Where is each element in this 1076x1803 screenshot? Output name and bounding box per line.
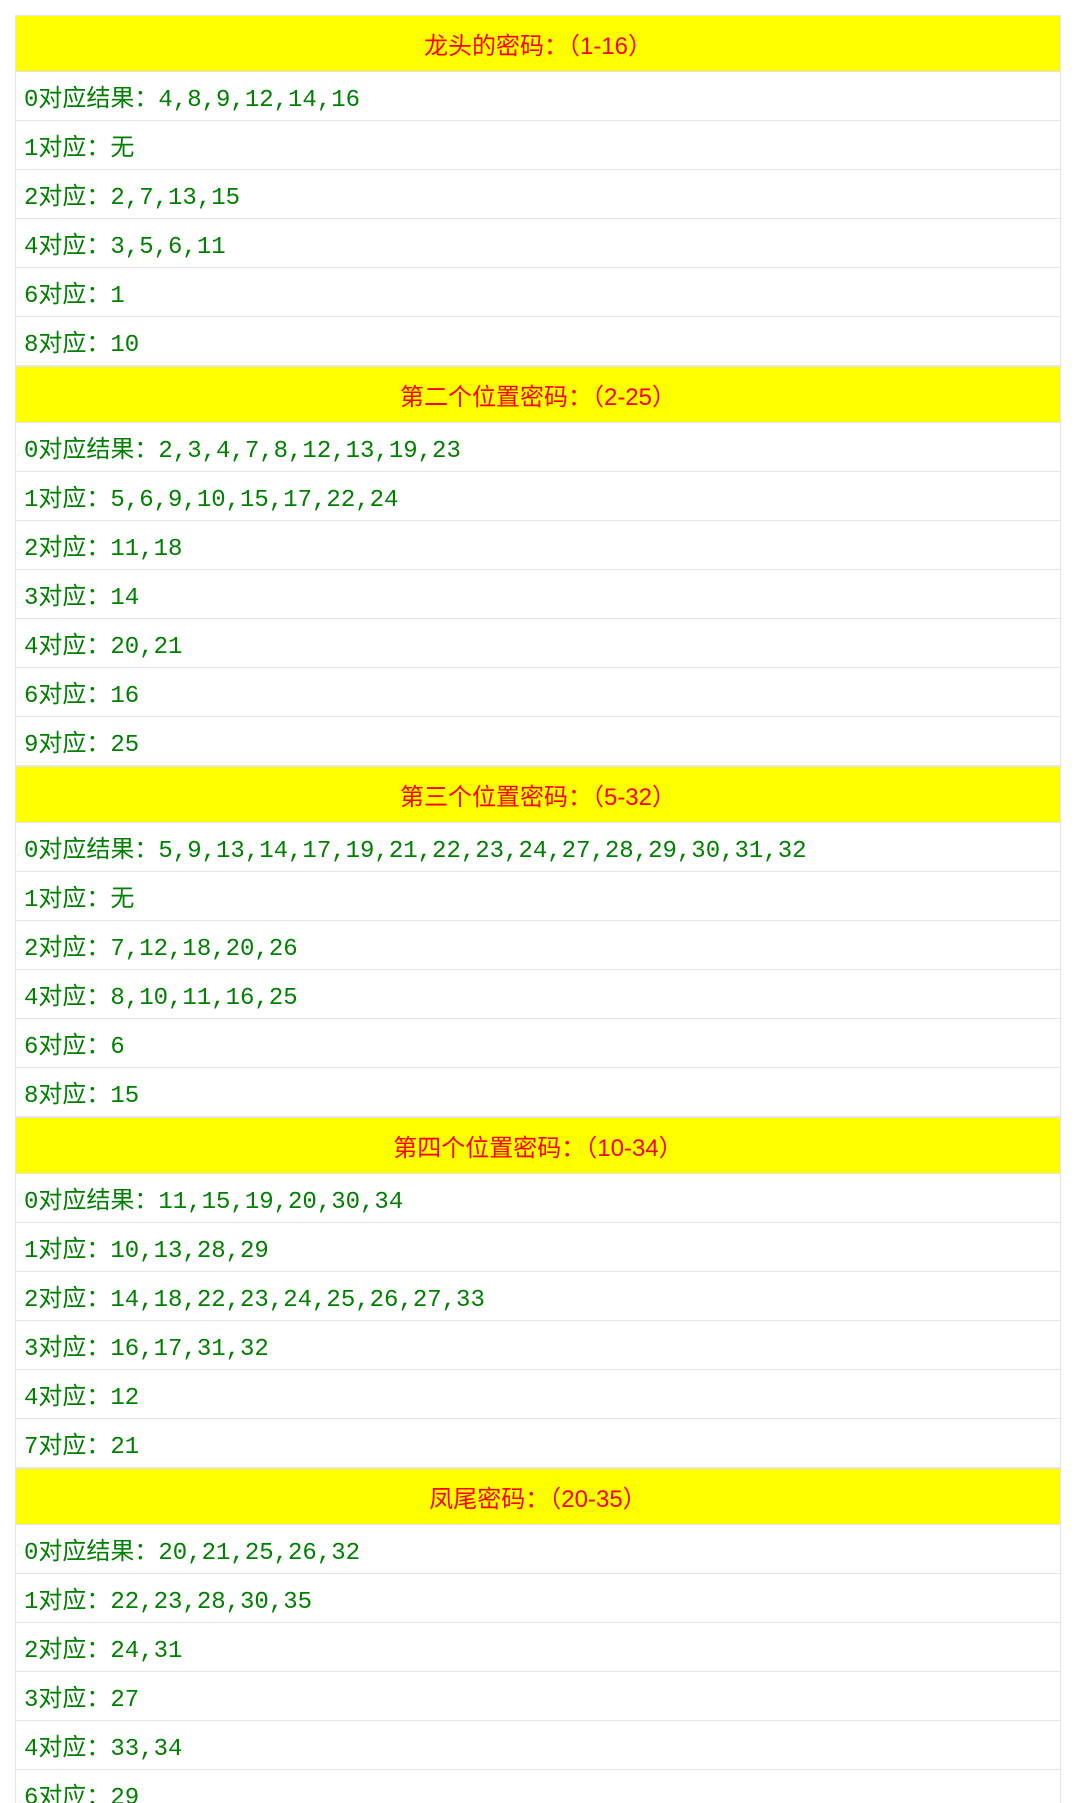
- data-row: 6对应：29: [15, 1770, 1061, 1803]
- data-row: 4对应：3,5,6,11: [15, 219, 1061, 268]
- data-row: 4对应：8,10,11,16,25: [15, 970, 1061, 1019]
- section-1: 第二个位置密码：（2-25）0对应结果：2,3,4,7,8,12,13,19,2…: [15, 366, 1061, 766]
- section-4: 凤尾密码：（20-35）0对应结果：20,21,25,26,321对应：22,2…: [15, 1468, 1061, 1803]
- section-3: 第四个位置密码：（10-34）0对应结果：11,15,19,20,30,341对…: [15, 1117, 1061, 1468]
- data-row: 4对应：33,34: [15, 1721, 1061, 1770]
- section-0: 龙头的密码：（1-16）0对应结果：4,8,9,12,14,161对应：无2对应…: [15, 15, 1061, 366]
- data-row: 0对应结果：11,15,19,20,30,34: [15, 1174, 1061, 1223]
- data-row: 0对应结果：5,9,13,14,17,19,21,22,23,24,27,28,…: [15, 823, 1061, 872]
- data-row: 3对应：27: [15, 1672, 1061, 1721]
- data-row: 8对应：15: [15, 1068, 1061, 1117]
- data-row: 1对应：无: [15, 121, 1061, 170]
- data-row: 4对应：12: [15, 1370, 1061, 1419]
- data-row: 0对应结果：4,8,9,12,14,16: [15, 72, 1061, 121]
- section-header: 凤尾密码：（20-35）: [15, 1468, 1061, 1525]
- data-row: 2对应：2,7,13,15: [15, 170, 1061, 219]
- data-row: 2对应：24,31: [15, 1623, 1061, 1672]
- data-row: 7对应：21: [15, 1419, 1061, 1468]
- password-table-container: 龙头的密码：（1-16）0对应结果：4,8,9,12,14,161对应：无2对应…: [15, 15, 1061, 1803]
- section-header: 第二个位置密码：（2-25）: [15, 366, 1061, 423]
- data-row: 6对应：1: [15, 268, 1061, 317]
- data-row: 8对应：10: [15, 317, 1061, 366]
- data-row: 2对应：14,18,22,23,24,25,26,27,33: [15, 1272, 1061, 1321]
- data-row: 6对应：6: [15, 1019, 1061, 1068]
- data-row: 3对应：16,17,31,32: [15, 1321, 1061, 1370]
- data-row: 1对应：无: [15, 872, 1061, 921]
- data-row: 0对应结果：20,21,25,26,32: [15, 1525, 1061, 1574]
- section-header: 第三个位置密码：（5-32）: [15, 766, 1061, 823]
- data-row: 0对应结果：2,3,4,7,8,12,13,19,23: [15, 423, 1061, 472]
- section-2: 第三个位置密码：（5-32）0对应结果：5,9,13,14,17,19,21,2…: [15, 766, 1061, 1117]
- data-row: 9对应：25: [15, 717, 1061, 766]
- section-header: 龙头的密码：（1-16）: [15, 15, 1061, 72]
- data-row: 1对应：5,6,9,10,15,17,22,24: [15, 472, 1061, 521]
- data-row: 3对应：14: [15, 570, 1061, 619]
- data-row: 6对应：16: [15, 668, 1061, 717]
- data-row: 1对应：10,13,28,29: [15, 1223, 1061, 1272]
- data-row: 2对应：11,18: [15, 521, 1061, 570]
- section-header: 第四个位置密码：（10-34）: [15, 1117, 1061, 1174]
- data-row: 4对应：20,21: [15, 619, 1061, 668]
- data-row: 2对应：7,12,18,20,26: [15, 921, 1061, 970]
- data-row: 1对应：22,23,28,30,35: [15, 1574, 1061, 1623]
